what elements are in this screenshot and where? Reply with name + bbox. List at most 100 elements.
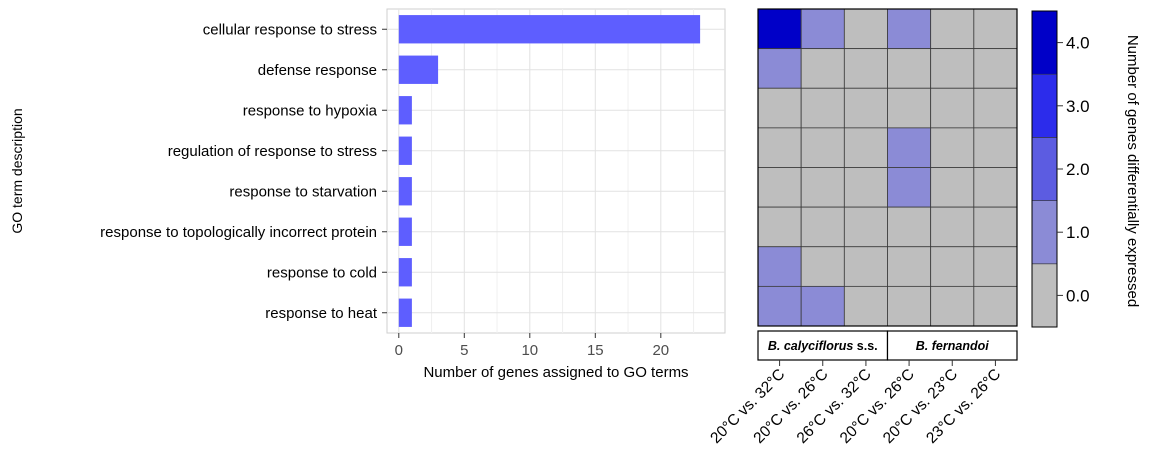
column-label: 20°C vs. 26°C: [837, 366, 918, 447]
heatmap-cell: [887, 167, 932, 208]
y-tick-label: regulation of response to stress: [168, 143, 377, 160]
legend-tick-label: 0.0: [1066, 286, 1090, 305]
heatmap-border: [757, 8, 1018, 327]
heatmap-cell: [757, 285, 802, 327]
heatmap-cell: [930, 87, 975, 129]
legend-tick-label: 3.0: [1066, 97, 1090, 116]
heatmap-cell: [800, 285, 845, 327]
heatmap-cell: [887, 87, 932, 129]
legend-title: Number of genes differentially expressed: [1124, 35, 1141, 307]
x-tick-label: 0: [395, 342, 403, 359]
heatmap-cell: [930, 167, 975, 208]
heatmap-cell: [843, 48, 888, 89]
group-label: B. fernandoi: [916, 339, 989, 353]
x-tick-label: 10: [521, 342, 538, 359]
heatmap-cell: [930, 127, 975, 168]
heatmap-cell: [887, 48, 932, 89]
y-tick-label: response to hypoxia: [243, 102, 378, 119]
bar-cellular-response-to-stress: [398, 15, 701, 44]
heatmap-cell: [800, 8, 845, 50]
heatmap-cell: [757, 8, 802, 50]
x-tick-label: 15: [587, 342, 604, 359]
y-tick-label: defense response: [258, 62, 377, 79]
x-tick-label: 5: [460, 342, 468, 359]
bars: [398, 15, 701, 327]
heatmap-cell: [800, 246, 845, 287]
group-species-name: B. fernandoi: [916, 339, 989, 353]
heatmap-cell: [843, 127, 888, 168]
legend-color-bin: [1031, 200, 1058, 265]
heatmap-cell: [973, 8, 1018, 50]
heatmap-cell: [757, 246, 802, 287]
heatmap-cell: [973, 167, 1018, 208]
bar-x-axis: 0 5 10 15 20: [395, 333, 669, 359]
heatmap-cell: [887, 285, 932, 327]
y-tick-label: response to starvation: [229, 183, 377, 200]
heatmap-cell: [973, 87, 1018, 129]
heatmap-cell: [757, 127, 802, 168]
x-axis-title: Number of genes assigned to GO terms: [423, 364, 688, 381]
heatmap-cell: [973, 246, 1018, 287]
bar-chart-panel: cellular response to stress defense respo…: [9, 8, 726, 381]
heatmap-cell: [887, 246, 932, 287]
legend-tick-label: 4.0: [1066, 34, 1090, 53]
x-tick-label: 20: [652, 342, 669, 359]
bar-response-to-topologically-incorrect-protein: [398, 217, 412, 246]
heatmap-cell: [930, 246, 975, 287]
group-species-name: B. calyciflorus: [768, 339, 853, 353]
bar-response-to-starvation: [398, 177, 412, 206]
column-label: 20°C vs. 23°C: [880, 366, 961, 447]
heatmap-cell: [930, 48, 975, 89]
y-tick-label: response to topologically incorrect prot…: [100, 224, 377, 241]
heatmap-cell: [930, 285, 975, 327]
legend-color-bin: [1031, 10, 1058, 75]
heatmap-cell: [973, 206, 1018, 248]
heatmap-cell: [930, 206, 975, 248]
heatmap-cell: [973, 285, 1018, 327]
heatmap-cell: [800, 48, 845, 89]
y-tick-label: response to heat: [265, 305, 378, 322]
y-tick-label: cellular response to stress: [203, 21, 377, 38]
color-legend: 0.0 1.0 2.0 3.0 4.0 Number of genes differen…: [1031, 10, 1141, 328]
heatmap-cell: [887, 8, 932, 50]
heatmap-panel: B. calyciflorus s.s. B. fernandoi 20°C vs…: [707, 8, 1018, 447]
legend-color-bin: [1031, 137, 1058, 201]
y-tick-label: response to cold: [267, 264, 377, 281]
bar-response-to-heat: [398, 298, 412, 327]
heatmap-cell: [930, 8, 975, 50]
legend-ticks: 0.0 1.0 2.0 3.0 4.0: [1057, 34, 1090, 305]
legend-tick-label: 2.0: [1066, 160, 1090, 179]
group-species-suffix: s.s.: [853, 339, 877, 353]
heatmap-cell: [800, 206, 845, 248]
legend-color-bar: [1031, 10, 1058, 328]
bar-defense-response: [398, 55, 439, 84]
heatmap-cell: [843, 246, 888, 287]
heatmap-cell: [757, 87, 802, 129]
group-label: B. calyciflorus s.s.: [768, 339, 878, 353]
bar-plot-area: [386, 8, 726, 334]
bar-response-to-cold: [398, 258, 412, 287]
bar-y-axis: cellular response to stress defense respo…: [100, 21, 387, 322]
bar-response-to-hypoxia: [398, 96, 412, 125]
heatmap-cell: [843, 206, 888, 248]
heatmap-cell: [843, 285, 888, 327]
heatmap-cell: [887, 206, 932, 248]
heatmap-cell: [757, 48, 802, 89]
heatmap-cell: [843, 87, 888, 129]
heatmap-cell: [973, 127, 1018, 168]
column-label: 23°C vs. 26°C: [923, 366, 1004, 447]
heatmap-group-strip: B. calyciflorus s.s. B. fernandoi: [757, 330, 1018, 361]
column-label: 26°C vs. 32°C: [794, 366, 875, 447]
column-label: 20°C vs. 32°C: [707, 366, 788, 447]
heatmap-cell: [800, 127, 845, 168]
heatmap-cells: [757, 8, 1018, 327]
heatmap-cell: [800, 167, 845, 208]
heatmap-cell: [887, 127, 932, 168]
heatmap-cell: [843, 167, 888, 208]
legend-color-bin: [1031, 73, 1058, 138]
legend-tick-label: 1.0: [1066, 223, 1090, 242]
heatmap-cell: [973, 48, 1018, 89]
heatmap-cell: [757, 206, 802, 248]
heatmap-cell: [800, 87, 845, 129]
